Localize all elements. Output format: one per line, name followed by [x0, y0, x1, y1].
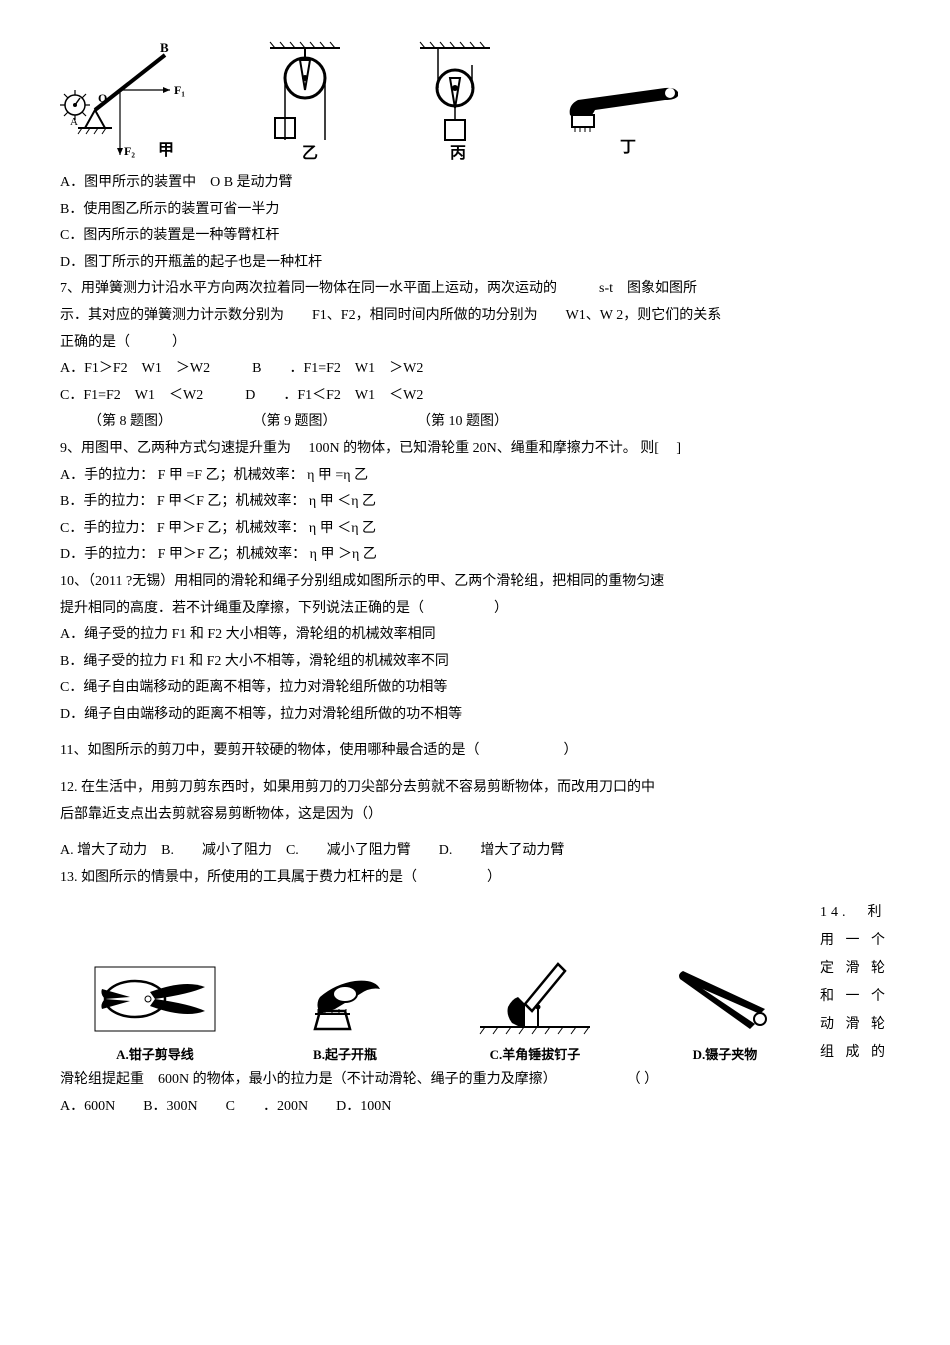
caption-8: （第 8 题图）	[88, 414, 172, 429]
diagram-label-yi: 乙	[302, 145, 318, 160]
q14-side-5: 动 滑 轮	[820, 1011, 890, 1039]
q14-side-1: 14. 利	[820, 899, 890, 927]
q10-opt-d: D．绳子自由端移动的距离不相等，拉力对滑轮组所做的功不相等	[60, 702, 890, 729]
q14-opts: A．600N B．300N C ．200N D．100N	[60, 1094, 890, 1121]
q7-opts-cd: C．F1=F2 W1 ＜W2 D ．F1＜F2 W1 ＜W2	[60, 383, 890, 410]
diagram-label-jia: 甲	[158, 141, 174, 159]
caption-opener: B.起子开瓶	[313, 1043, 377, 1068]
lever-diagram-icon: B O F₁ F₂ A 甲	[60, 40, 210, 160]
q14-side-4: 和 一 个	[820, 983, 890, 1011]
bottle-opener-icon: 丁	[550, 60, 700, 160]
label-o: O	[98, 91, 107, 105]
q9-opt-a: A．手的拉力： F 甲 =F 乙；机械效率： η 甲 =η 乙	[60, 463, 890, 490]
q13-stem: 13. 如图所示的情景中，所使用的工具属于费力杠杆的是（ ）	[60, 865, 890, 892]
bottom-diagram-row: A.钳子剪导线 B.起子开瓶 C.羊角锤拔钉子	[60, 899, 890, 1067]
diagram-label-bing: 丙	[450, 144, 466, 160]
q9-stem: 9、用图甲、乙两种方式匀速提升重为 100N 的物体，已知滑轮重 20N、绳重和…	[60, 436, 890, 463]
caption-pliers: A.钳子剪导线	[116, 1043, 194, 1068]
q10-stem-1: 10、（2011 ?无锡）用相同的滑轮和绳子分别组成如图所示的甲、乙两个滑轮组，…	[60, 569, 890, 596]
q7-stem-1: 7、用弹簧测力计沿水平方向两次拉着同一物体在同一水平面上运动，两次运动的 s-t…	[60, 276, 890, 303]
q11-stem: 11、如图所示的剪刀中，要剪开较硬的物体，使用哪种最合适的是（ ）	[60, 738, 890, 765]
top-diagram-row: B O F₁ F₂ A 甲	[60, 40, 890, 160]
q9-opt-d: D．手的拉力： F 甲＞F 乙；机械效率： η 甲 ＞η 乙	[60, 542, 890, 569]
q12-opts: A. 增大了动力 B. 减小了阻力 C. 减小了阻力臂 D. 增大了动力臂	[60, 838, 890, 865]
diagram-hammer: C.羊角锤拔钉子	[440, 949, 630, 1068]
label-f2: F₂	[124, 144, 135, 158]
q14-stem: 滑轮组提起重 600N 的物体，最小的拉力是（不计动滑轮、绳子的重力及摩擦） （…	[60, 1067, 890, 1094]
label-a: A	[70, 116, 78, 128]
fixed-pulley-icon: 乙	[250, 40, 360, 160]
diagram-ding: 丁	[550, 60, 700, 160]
q10-opt-c: C．绳子自由端移动的距离不相等，拉力对滑轮组所做的功相等	[60, 675, 890, 702]
q9-opt-b: B．手的拉力： F 甲＜F 乙；机械效率： η 甲 ＜η 乙	[60, 489, 890, 516]
caption-9: （第 9 题图）	[260, 414, 337, 429]
diagram-tweezers: D.镊子夹物	[630, 959, 820, 1068]
label-b: B	[160, 40, 169, 55]
diagram-jia: B O F₁ F₂ A 甲	[60, 40, 210, 160]
q12-stem-2: 后部靠近支点出去剪就容易剪断物体，这是因为（）	[60, 802, 890, 829]
diagram-label-ding: 丁	[620, 139, 636, 156]
diagram-bing: 丙	[400, 40, 510, 160]
q10-stem-2: 提升相同的高度．若不计绳重及摩擦，下列说法正确的是（ ）	[60, 596, 890, 623]
q14-side-2: 用 一 个	[820, 927, 890, 955]
q6-opt-d: D．图丁所示的开瓶盖的起子也是一种杠杆	[60, 250, 890, 277]
q7-stem-3: 正确的是（ ）	[60, 330, 890, 357]
q10-opt-a: A．绳子受的拉力 F1 和 F2 大小相等，滑轮组的机械效率相同	[60, 622, 890, 649]
label-f1: F₁	[174, 83, 185, 97]
q7-opts-ab: A．F1＞F2 W1 ＞W2 B ．F1=F2 W1 ＞W2	[60, 356, 890, 383]
tweezers-icon	[665, 959, 785, 1039]
q9-opt-c: C．手的拉力： F 甲＞F 乙；机械效率： η 甲 ＜η 乙	[60, 516, 890, 543]
q12-stem-1: 12. 在生活中，用剪刀剪东西时，如果用剪刀的刀尖部分去剪就不容易剪断物体，而改…	[60, 775, 890, 802]
caption-hammer: C.羊角锤拔钉子	[490, 1043, 581, 1068]
q14-side-6: 组 成 的	[820, 1039, 890, 1067]
diagram-yi: 乙	[250, 40, 360, 160]
caption-row: （第 8 题图） （第 9 题图） （第 10 题图）	[60, 409, 890, 436]
diagram-pliers: A.钳子剪导线	[60, 959, 250, 1068]
q14-side-3: 定 滑 轮	[820, 955, 890, 983]
q14-side-text: 14. 利 用 一 个 定 滑 轮 和 一 个 动 滑 轮 组 成 的	[820, 899, 890, 1067]
q6-opt-a: A．图甲所示的装置中 O B 是动力臂	[60, 170, 890, 197]
q6-opt-b: B．使用图乙所示的装置可省一半力	[60, 197, 890, 224]
caption-tweezers: D.镊子夹物	[693, 1043, 758, 1068]
caption-10: （第 10 题图）	[424, 414, 508, 429]
q6-opt-c: C．图丙所示的装置是一种等臂杠杆	[60, 223, 890, 250]
q7-stem-2: 示．其对应的弹簧测力计示数分别为 F1、F2，相同时间内所做的功分别为 W1、W…	[60, 303, 890, 330]
opener-icon	[285, 959, 405, 1039]
movable-pulley-icon: 丙	[400, 40, 510, 160]
pliers-icon	[90, 959, 220, 1039]
diagram-opener: B.起子开瓶	[250, 959, 440, 1068]
q10-opt-b: B．绳子受的拉力 F1 和 F2 大小不相等，滑轮组的机械效率不同	[60, 649, 890, 676]
claw-hammer-icon	[470, 949, 600, 1039]
